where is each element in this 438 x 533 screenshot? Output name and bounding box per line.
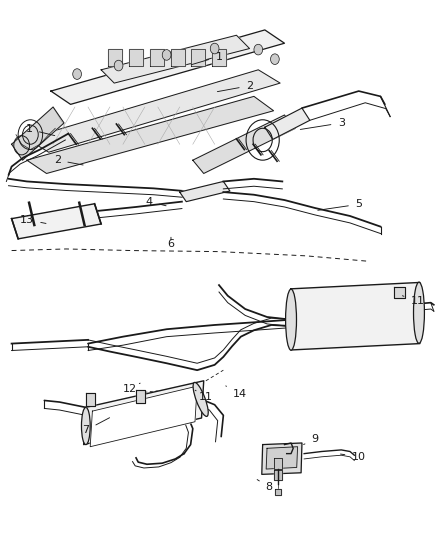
Text: 10: 10 <box>340 452 366 462</box>
Polygon shape <box>394 287 405 298</box>
Text: 8: 8 <box>257 480 273 492</box>
Polygon shape <box>170 49 184 66</box>
Text: 7: 7 <box>82 418 110 435</box>
Text: 4: 4 <box>145 197 166 207</box>
Ellipse shape <box>286 289 297 350</box>
Polygon shape <box>274 458 282 469</box>
Polygon shape <box>12 204 101 239</box>
Polygon shape <box>262 443 302 474</box>
Polygon shape <box>291 282 420 350</box>
Polygon shape <box>86 393 95 406</box>
Polygon shape <box>51 30 285 104</box>
Text: 13: 13 <box>20 215 46 225</box>
Text: 2: 2 <box>217 81 253 92</box>
Text: 5: 5 <box>318 199 362 211</box>
Circle shape <box>210 43 219 54</box>
Circle shape <box>114 60 123 71</box>
Polygon shape <box>180 181 230 201</box>
Text: 14: 14 <box>226 386 247 399</box>
Polygon shape <box>101 35 250 83</box>
Polygon shape <box>191 49 205 66</box>
Polygon shape <box>275 489 281 495</box>
Circle shape <box>162 50 171 60</box>
Polygon shape <box>274 470 282 480</box>
Polygon shape <box>265 108 310 140</box>
Text: 1: 1 <box>25 124 55 135</box>
Text: 2: 2 <box>54 155 83 165</box>
Circle shape <box>254 44 263 55</box>
Polygon shape <box>108 49 122 66</box>
Ellipse shape <box>413 282 424 343</box>
Circle shape <box>73 69 81 79</box>
Circle shape <box>271 54 279 64</box>
Ellipse shape <box>193 382 208 416</box>
Text: 9: 9 <box>304 434 318 445</box>
Text: 12: 12 <box>123 383 140 394</box>
Text: 6: 6 <box>167 237 174 249</box>
Polygon shape <box>90 386 197 447</box>
Polygon shape <box>150 49 163 66</box>
Polygon shape <box>129 49 143 66</box>
Polygon shape <box>27 96 274 173</box>
Text: 11: 11 <box>403 296 425 306</box>
Polygon shape <box>193 115 295 173</box>
Polygon shape <box>136 390 145 402</box>
Ellipse shape <box>81 407 90 445</box>
Polygon shape <box>27 70 280 152</box>
Polygon shape <box>84 381 204 445</box>
Text: 1: 1 <box>191 52 223 65</box>
Text: 3: 3 <box>300 118 345 130</box>
Polygon shape <box>212 49 226 66</box>
Text: 11: 11 <box>195 390 213 402</box>
Polygon shape <box>266 447 297 469</box>
Polygon shape <box>12 107 64 160</box>
